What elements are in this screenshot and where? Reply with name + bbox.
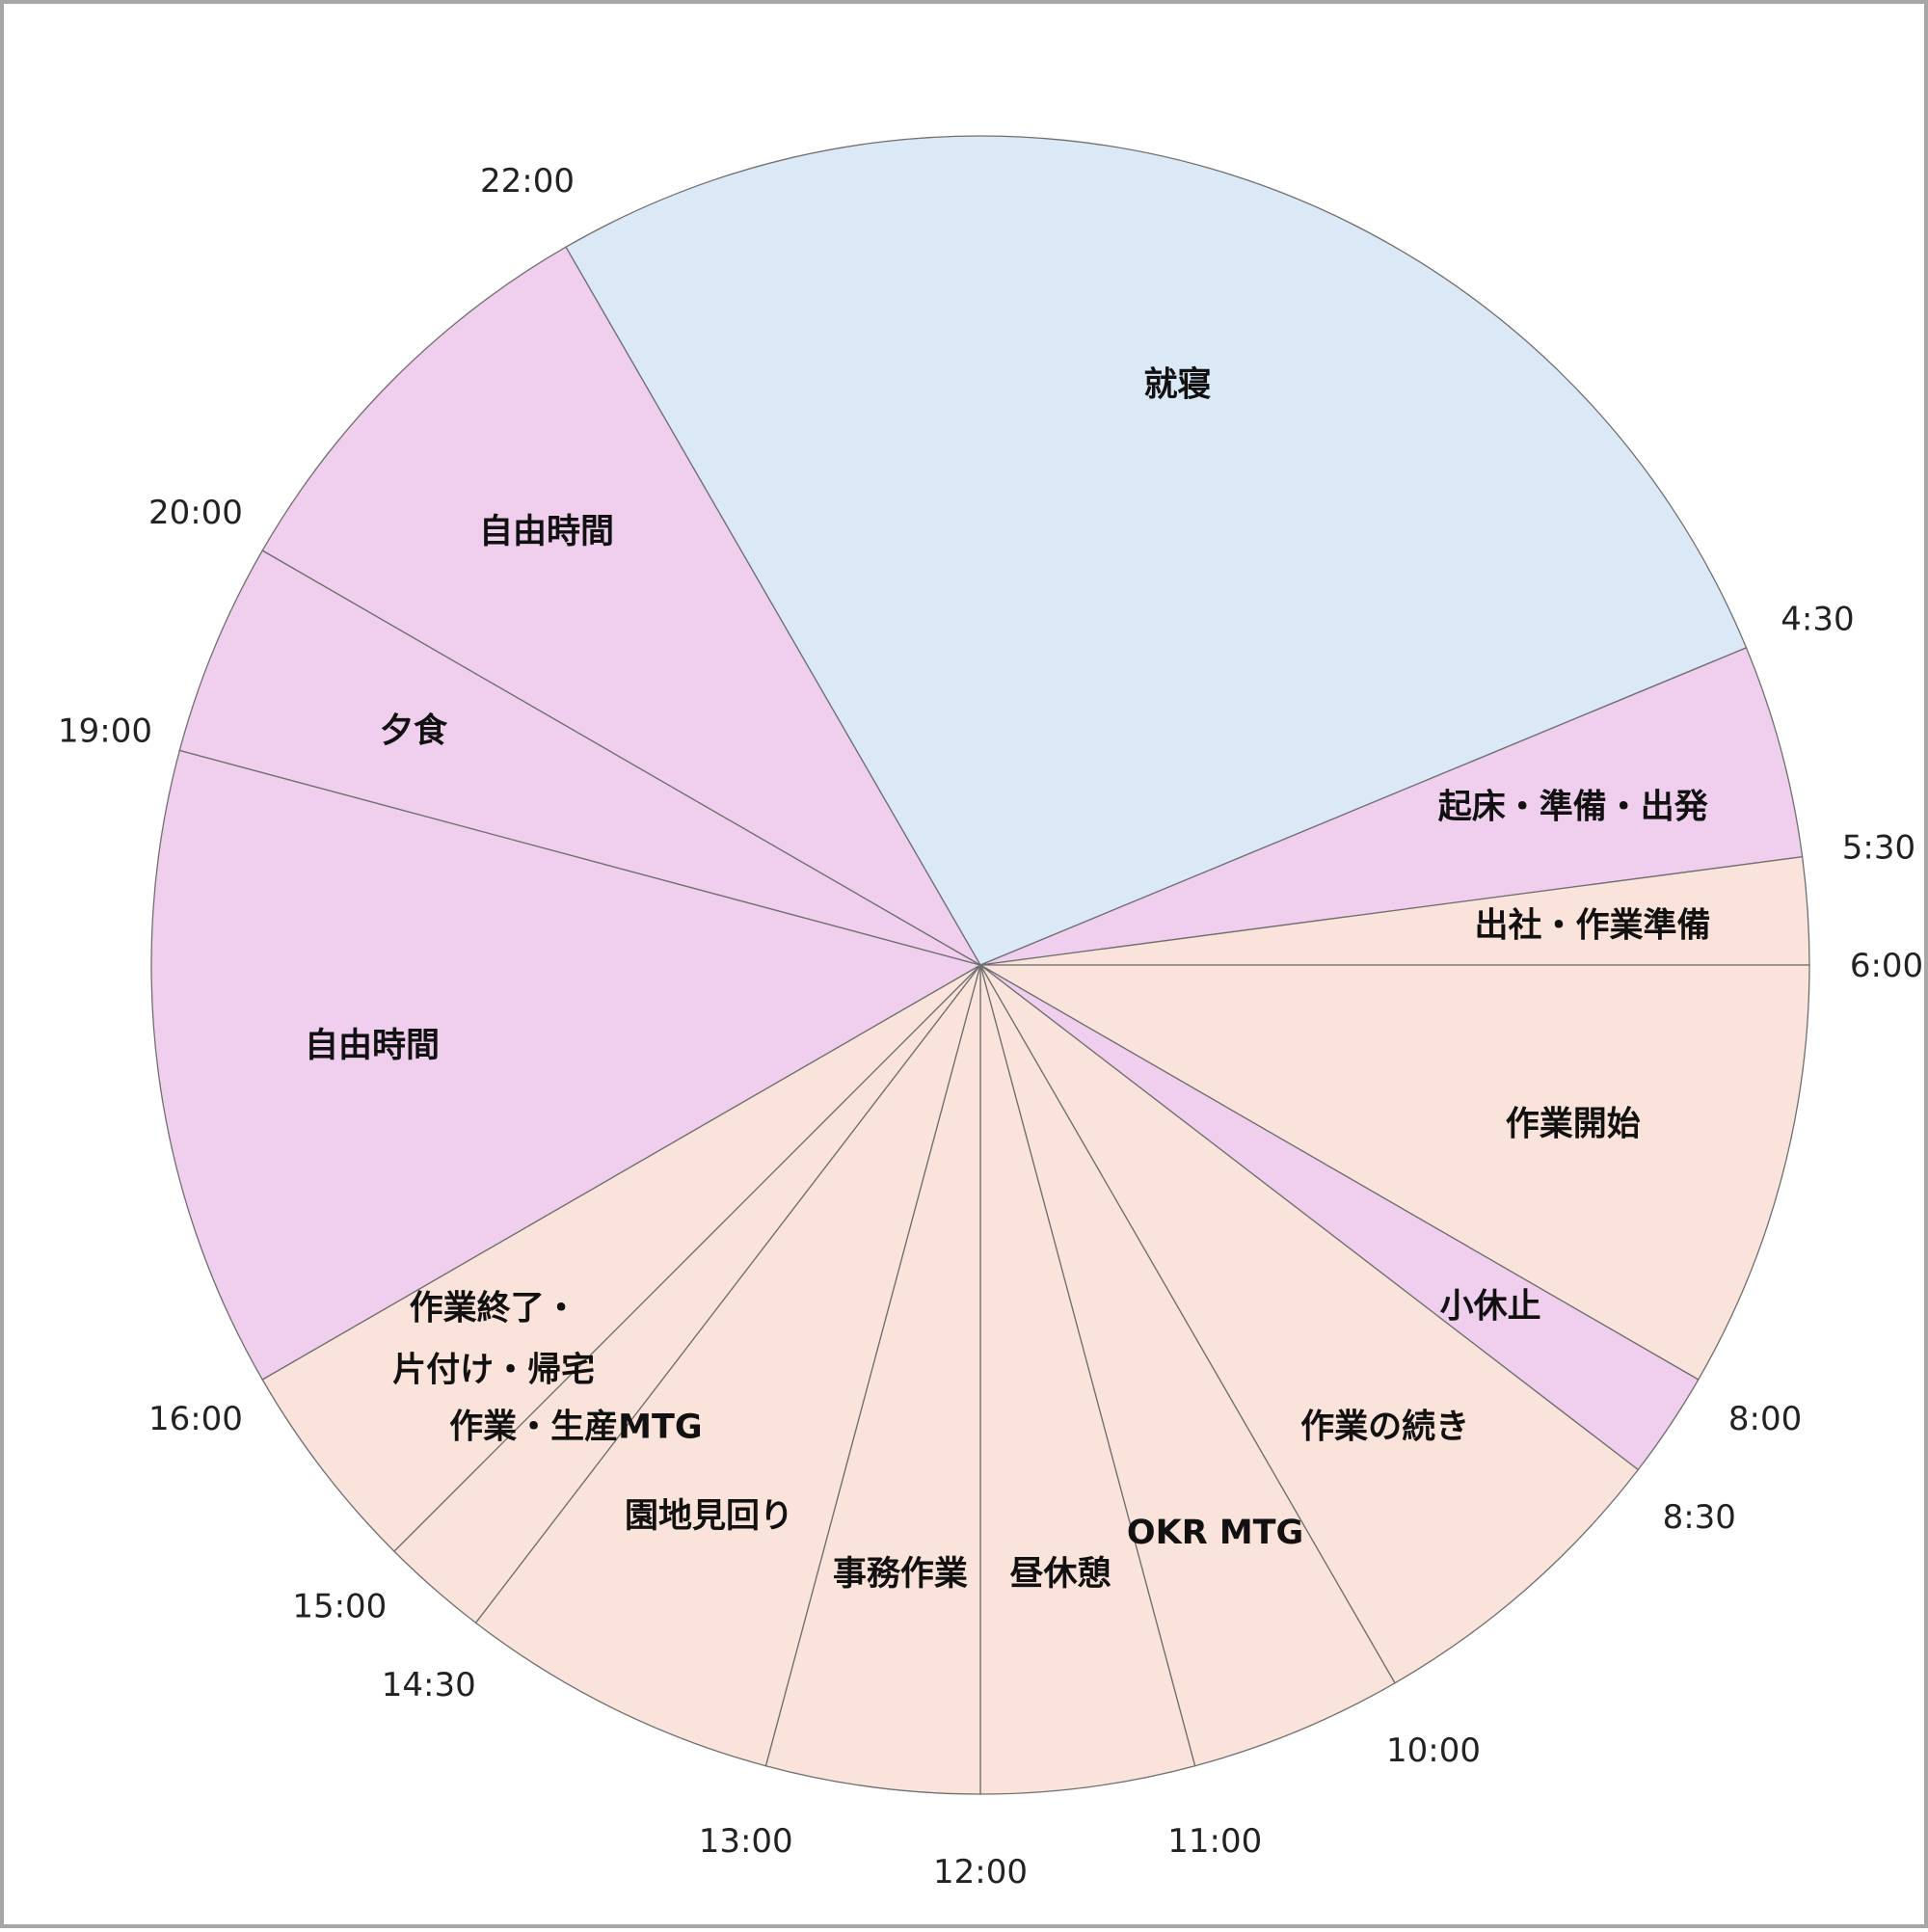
pie-slice-15 <box>261 246 982 967</box>
segment-label-11: 作業・生産MTG <box>449 1408 702 1446</box>
segment-label-13: 自由時間 <box>305 1027 440 1065</box>
segment-label-6: 作業の続き <box>1300 1408 1469 1446</box>
segment-label-7: OKR MTG <box>1127 1514 1303 1552</box>
time-label-13-00: 13:00 <box>699 1822 793 1861</box>
time-label-10-00: 10:00 <box>1386 1731 1481 1770</box>
time-label-8-30: 8:30 <box>1663 1498 1736 1537</box>
pie-slices <box>150 135 1810 1795</box>
segment-label-10: 園地見回り <box>625 1497 793 1536</box>
segment-label-15: 自由時間 <box>479 513 614 551</box>
pie-slice-6 <box>979 964 1640 1684</box>
segment-label-1: 就寝 <box>1144 364 1212 404</box>
time-label-11-00: 11:00 <box>1167 1822 1262 1861</box>
segment-label-5: 小休止 <box>1440 1288 1541 1327</box>
time-label-15-00: 15:00 <box>292 1588 387 1626</box>
time-label-14-30: 14:30 <box>382 1666 476 1704</box>
pie-slice-13 <box>150 749 982 1381</box>
time-label-20-00: 20:00 <box>148 494 243 532</box>
segment-label-4: 作業開始 <box>1506 1106 1641 1144</box>
segment-label-8: 昼休憩 <box>1010 1555 1111 1594</box>
time-label-6-00: 6:00 <box>1850 947 1923 985</box>
pie-slice-7 <box>979 964 1396 1767</box>
pie-slice-10 <box>474 964 981 1767</box>
time-label-4-30: 4:30 <box>1781 600 1854 638</box>
pie-slice-2 <box>979 647 1804 966</box>
time-label-16-00: 16:00 <box>148 1400 243 1438</box>
time-label-8-00: 8:00 <box>1728 1400 1802 1438</box>
segment-label-14: 夕食 <box>380 711 448 750</box>
pie-slice-8 <box>979 964 1196 1795</box>
time-labels: 22:00 4:30 5:30 6:00 8:00 8:30 10:00 11:00 12:00… <box>58 162 1923 1892</box>
pie-slice-12 <box>261 964 981 1553</box>
segment-label-3: 出社・作業準備 <box>1475 906 1711 945</box>
time-label-22-00: 22:00 <box>480 162 575 201</box>
pie-slice-14 <box>178 550 981 966</box>
time-label-19-00: 19:00 <box>58 712 152 751</box>
time-label-12-00: 12:00 <box>933 1853 1028 1892</box>
segment-label-9: 事務作業 <box>833 1555 968 1594</box>
segment-label-2: 起床・準備・出発 <box>1438 788 1709 826</box>
pie-slice-9 <box>764 964 981 1795</box>
time-label-5-30: 5:30 <box>1842 828 1915 867</box>
pie-slice-4 <box>977 964 1810 1381</box>
segment-label-12: 作業終了・片付け・帰宅 <box>392 1289 595 1389</box>
